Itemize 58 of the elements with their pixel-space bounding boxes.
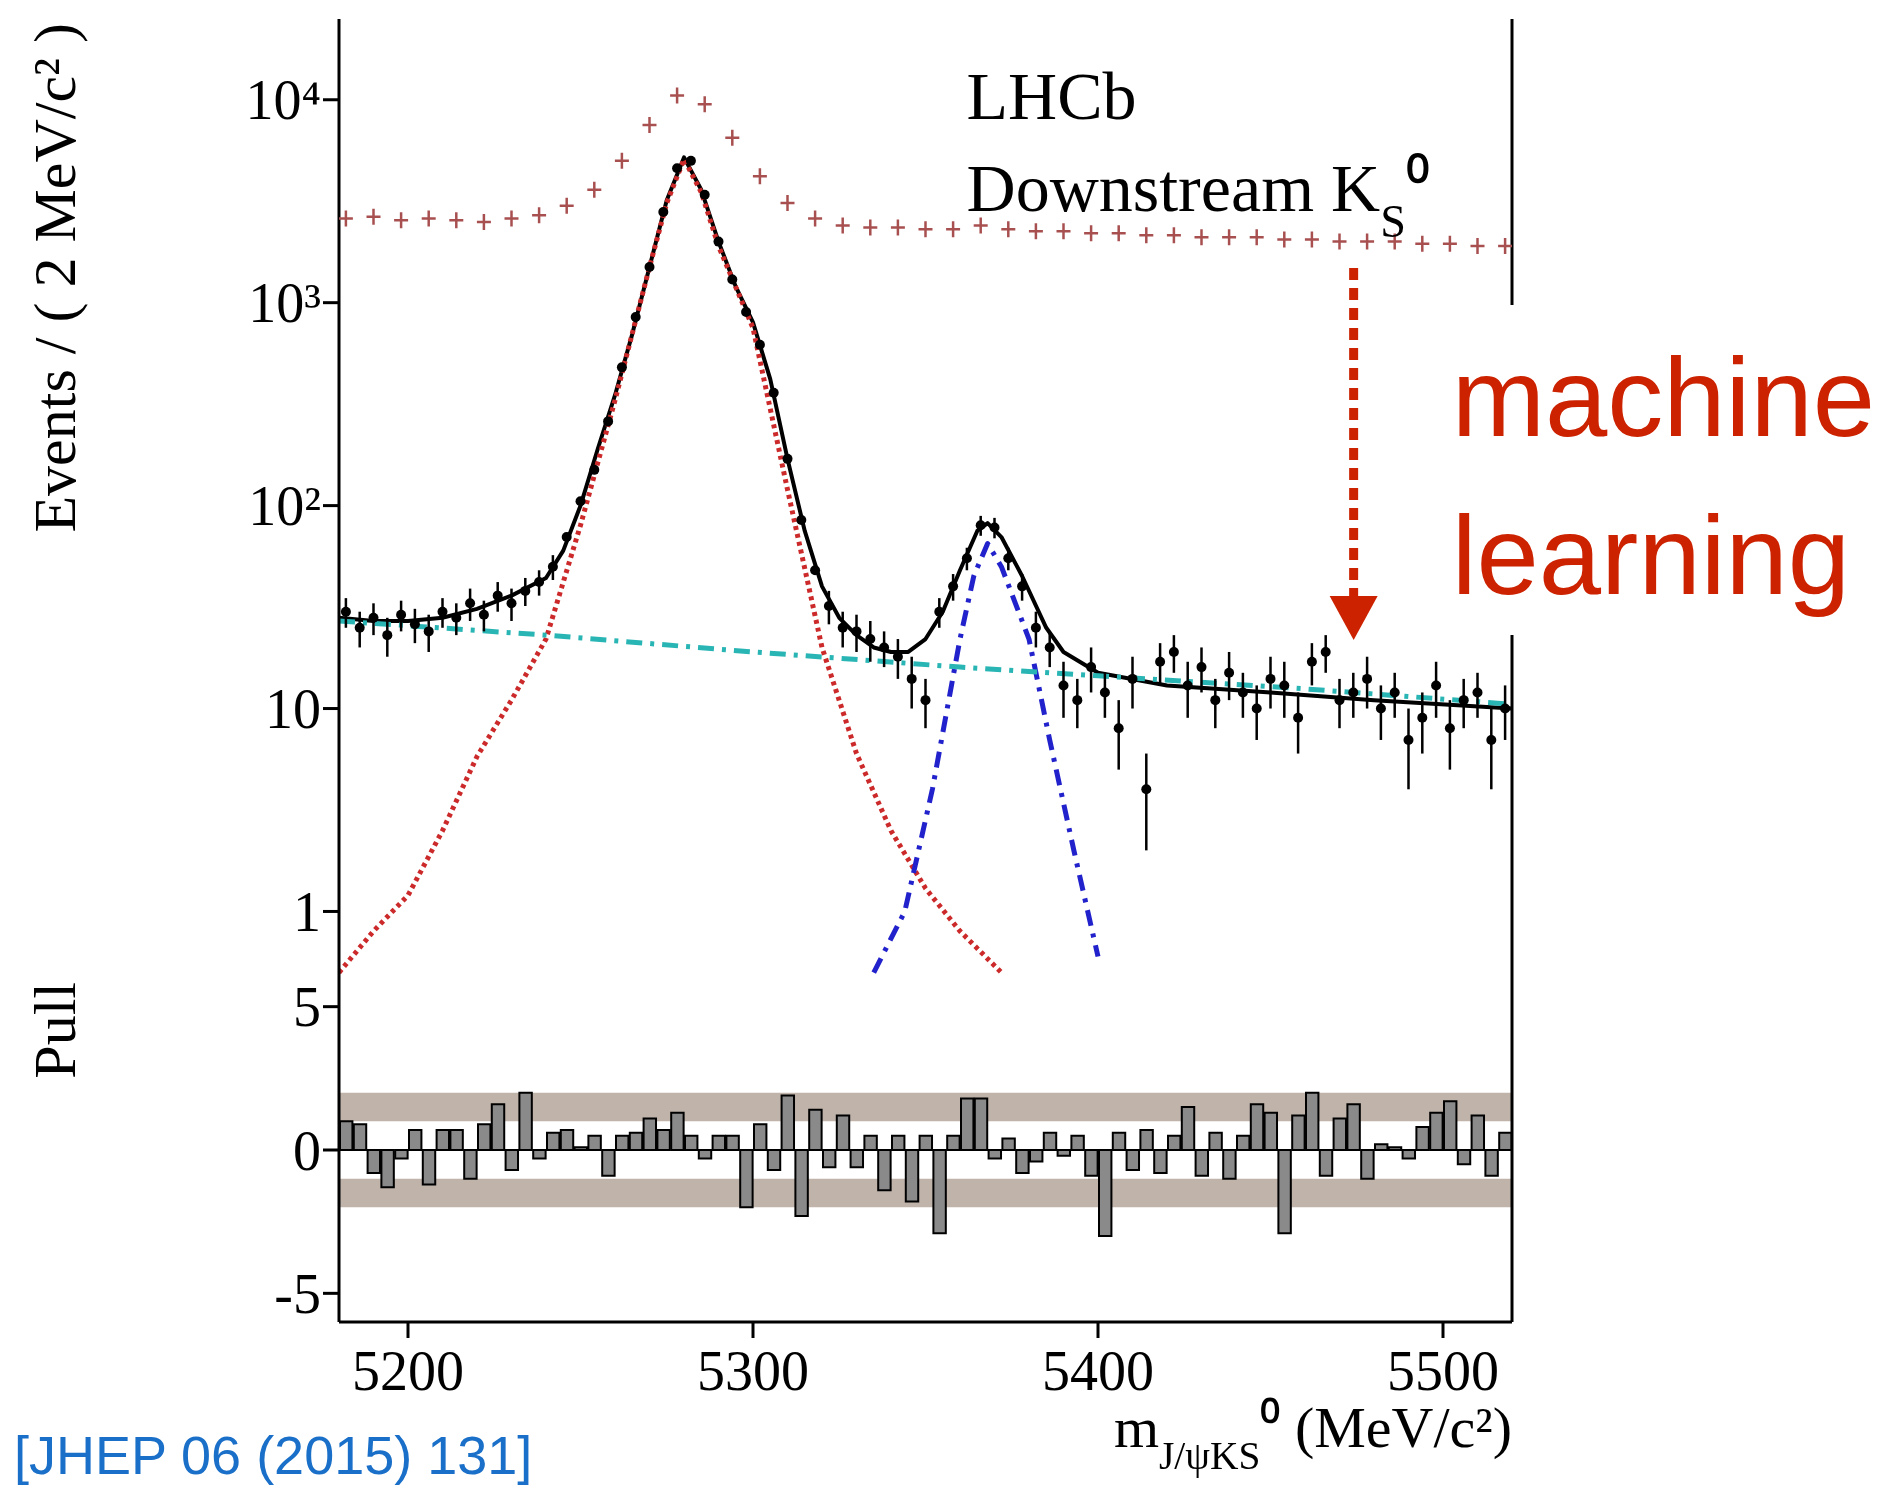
point: [1138, 225, 1155, 245]
point: [668, 86, 686, 105]
point: [806, 209, 824, 228]
annotation: Downstream K$_{S}$⁰: [966, 150, 1430, 247]
x-tick-label: 5200: [352, 1340, 464, 1403]
point: [696, 95, 713, 114]
point: [889, 218, 907, 237]
y-tick-label: 1: [293, 881, 321, 944]
point: [834, 216, 851, 235]
point: [1110, 223, 1127, 243]
point: [917, 220, 934, 239]
y-tick-label: -5: [274, 1262, 321, 1325]
point: [1496, 236, 1512, 256]
point: [944, 220, 962, 239]
point: [1358, 232, 1376, 251]
point: [339, 209, 355, 228]
text: [JHEP 06 (2015) 131]: [14, 1425, 533, 1485]
point: [586, 180, 603, 200]
point: [530, 205, 548, 225]
point: [1276, 230, 1293, 249]
point: [448, 210, 465, 230]
point: [1082, 223, 1100, 243]
y-tick-label: 10⁴: [245, 69, 321, 132]
point: [1248, 228, 1265, 247]
point: [503, 209, 520, 228]
point: [779, 193, 796, 213]
point: [1193, 228, 1210, 247]
point: [751, 166, 769, 186]
point: [420, 209, 437, 228]
y-tick-label: 5: [293, 976, 321, 1039]
annotation: machine learning: [1451, 335, 1875, 618]
annotation: LHCb: [966, 58, 1137, 134]
point: [1055, 221, 1072, 241]
y-axis-title: Events / ( 2 MeV/c² ): [22, 23, 88, 533]
point: [392, 210, 410, 230]
point: [724, 128, 741, 147]
point: [365, 207, 382, 227]
y-tick-label: 10: [265, 678, 321, 741]
point: [613, 151, 631, 171]
y-tick-label: 10²: [248, 475, 321, 538]
point: [558, 196, 575, 216]
point: [1331, 232, 1348, 251]
x-tick-label: 5300: [697, 1340, 809, 1403]
point: [1469, 236, 1486, 256]
y-tick-label: 10³: [248, 272, 321, 335]
point: [1303, 230, 1321, 249]
point: [1027, 221, 1045, 241]
point: [1165, 225, 1183, 245]
point: [1000, 220, 1017, 239]
point: [1441, 234, 1459, 254]
point: [862, 218, 879, 237]
point: [641, 115, 658, 135]
point: [1414, 234, 1431, 254]
y-tick-label: 0: [293, 1119, 321, 1182]
point: [1220, 228, 1238, 247]
point: [972, 216, 989, 235]
y-axis-title: Pull: [22, 982, 88, 1079]
point: [475, 212, 493, 232]
